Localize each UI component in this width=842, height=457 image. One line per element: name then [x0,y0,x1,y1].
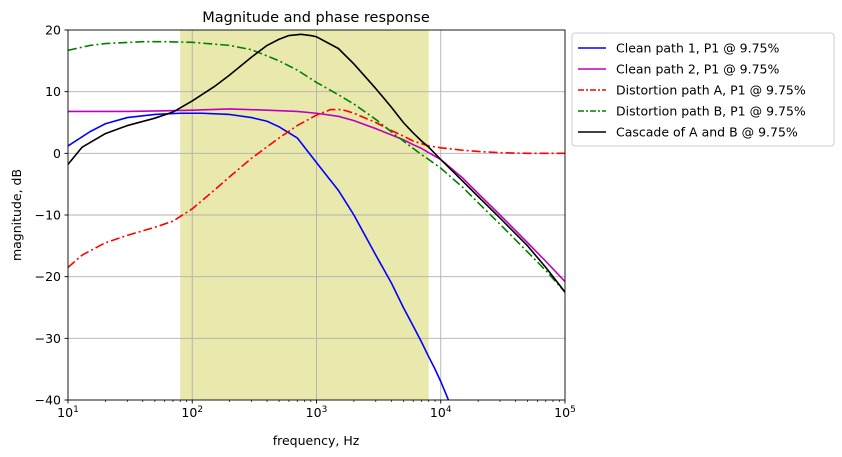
legend-label-1: Clean path 1, P1 @ 9.75% [616,41,780,56]
legend-label-5: Cascade of A and B @ 9.75% [616,125,798,140]
series-layer [68,33,565,400]
chart-title: Magnitude and phase response [202,10,430,26]
y-tick-label: 20 [45,23,61,38]
series-line-2 [68,108,565,283]
y-tick-label: −30 [35,331,61,346]
legend-frame [571,32,835,147]
x-tick-label: 103 [306,405,328,420]
x-tick-label: 104 [430,405,452,420]
x-tick-label: 105 [554,405,576,420]
series-line-5 [68,33,565,293]
legend: Clean path 1, P1 @ 9.75% Clean path 2, P1… [571,32,835,147]
legend-label-4: Distortion path B, P1 @ 9.75% [616,104,806,119]
series-line-1 [68,112,450,400]
y-tick-label: −20 [35,269,61,284]
series-line-3 [68,108,565,269]
x-axis-label: frequency, Hz [273,433,360,448]
grid-layer [68,30,565,400]
legend-label-3: Distortion path A, P1 @ 9.75% [616,83,806,98]
series-line-4 [68,40,565,293]
y-tick-label: 10 [45,84,61,99]
legend-label-2: Clean path 2, P1 @ 9.75% [616,62,780,77]
y-tick-label: −10 [35,208,61,223]
y-tick-label: −40 [35,393,61,408]
y-tick-label: 0 [53,146,61,161]
plot-frame [67,29,566,401]
y-axis-label: magnitude, dB [9,169,24,261]
x-tick-label: 102 [181,405,203,420]
